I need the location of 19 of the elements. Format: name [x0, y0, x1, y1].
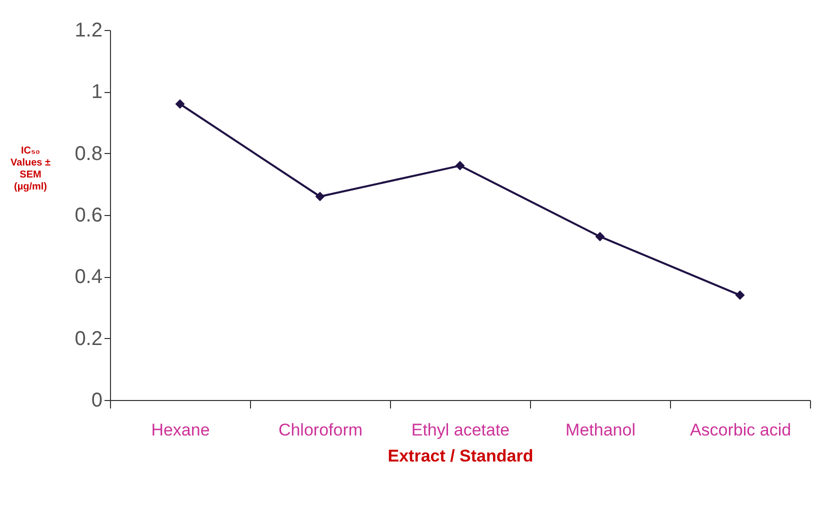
point: [175, 99, 185, 109]
y-tick-label: 1: [91, 81, 102, 104]
point: [455, 160, 465, 170]
y-tick-label: 0.6: [74, 204, 102, 226]
y-tick-label: 0: [91, 390, 102, 412]
point: [735, 290, 745, 300]
x-tick-label: Ethyl acetate: [411, 420, 510, 440]
point: [315, 192, 325, 202]
x-tick-label: Methanol: [566, 420, 636, 440]
x-tick-label: Ascorbic acid: [690, 420, 792, 440]
x-tick-label: Hexane: [151, 420, 210, 440]
y-tick-label: 1.2: [74, 20, 102, 42]
y-tick-label: 0.2: [74, 328, 102, 350]
y-tick-label: 0.4: [74, 266, 102, 288]
y-axis-title: IC₅₀ Values ± SEM (µg/ml): [10, 146, 51, 192]
x-tick-label: Chloroform: [278, 420, 363, 440]
point: [595, 232, 605, 242]
x-axis-title: Extract / Standard: [388, 446, 534, 466]
y-tick-label: 0.8: [74, 142, 102, 165]
